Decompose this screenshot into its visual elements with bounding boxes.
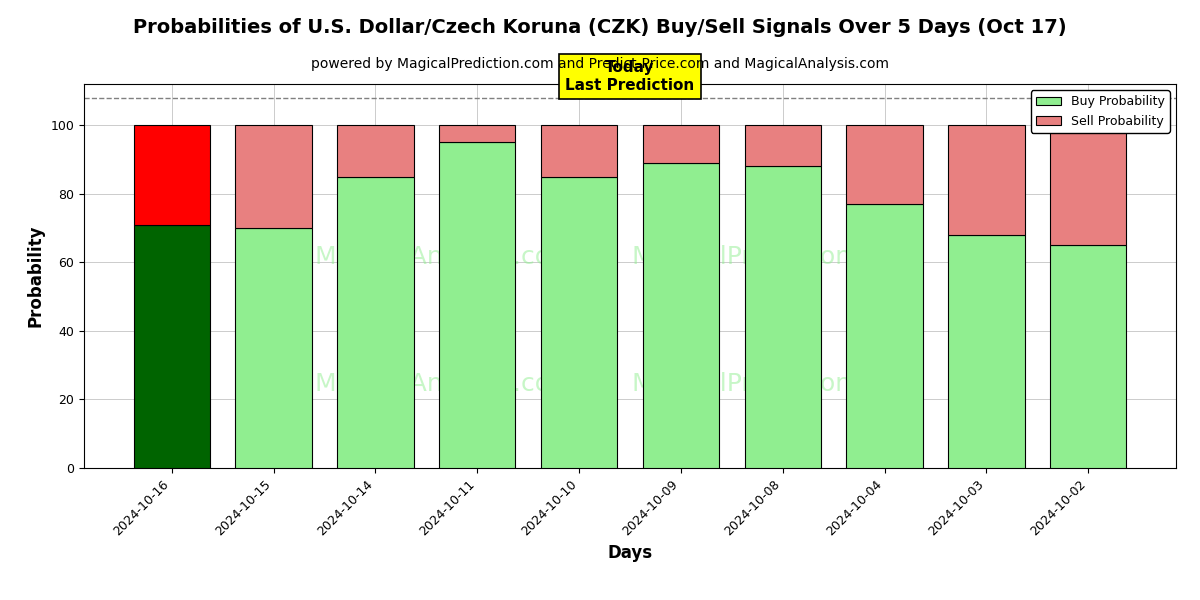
Legend: Buy Probability, Sell Probability: Buy Probability, Sell Probability <box>1031 90 1170 133</box>
Bar <box>744 166 821 468</box>
Bar <box>643 163 719 468</box>
Bar <box>948 235 1025 468</box>
Bar <box>1050 245 1127 468</box>
Bar <box>1050 125 1127 245</box>
Text: MagicalAnalysis.com: MagicalAnalysis.com <box>314 245 575 269</box>
Bar <box>439 125 516 142</box>
Text: Today
Last Prediction: Today Last Prediction <box>565 60 695 92</box>
Y-axis label: Probability: Probability <box>26 225 44 327</box>
Bar <box>541 176 617 468</box>
Bar <box>541 125 617 176</box>
Bar <box>846 125 923 204</box>
Bar <box>439 142 516 468</box>
Text: powered by MagicalPrediction.com and Predict-Price.com and MagicalAnalysis.com: powered by MagicalPrediction.com and Pre… <box>311 57 889 71</box>
X-axis label: Days: Days <box>607 544 653 562</box>
Text: MagicalAnalysis.com: MagicalAnalysis.com <box>314 371 575 395</box>
Bar <box>846 204 923 468</box>
Text: Probabilities of U.S. Dollar/Czech Koruna (CZK) Buy/Sell Signals Over 5 Days (Oc: Probabilities of U.S. Dollar/Czech Korun… <box>133 18 1067 37</box>
Text: MagicalPrediction.com: MagicalPrediction.com <box>631 371 913 395</box>
Bar <box>337 125 414 176</box>
Bar <box>133 224 210 468</box>
Bar <box>643 125 719 163</box>
Bar <box>744 125 821 166</box>
Bar <box>948 125 1025 235</box>
Bar <box>235 228 312 468</box>
Text: MagicalPrediction.com: MagicalPrediction.com <box>631 245 913 269</box>
Bar <box>337 176 414 468</box>
Bar <box>235 125 312 228</box>
Bar <box>133 125 210 224</box>
